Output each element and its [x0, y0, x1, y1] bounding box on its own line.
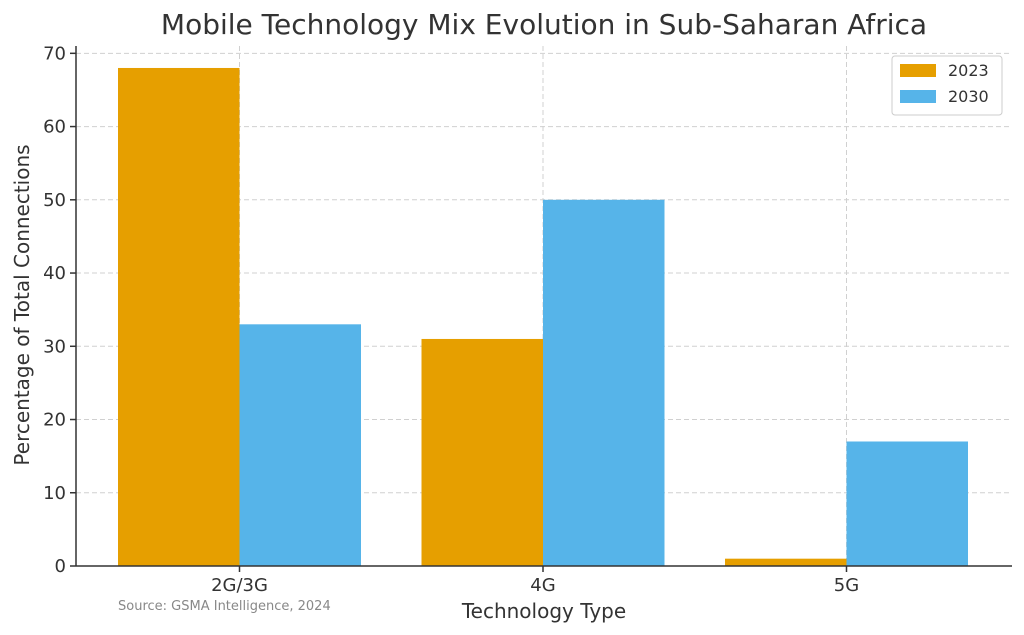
legend-swatch-2023: [900, 64, 936, 77]
bars: [118, 67, 968, 567]
bar-2030-2g-3g: [239, 324, 361, 566]
y-tick-label: 30: [43, 336, 66, 357]
bar-2023-5g: [725, 558, 847, 566]
bar-2023-2g-3g: [118, 67, 240, 566]
bar-2023-4g: [421, 338, 543, 566]
legend-label-2030: 2030: [948, 87, 989, 106]
y-tick-label: 40: [43, 263, 66, 284]
y-tick-label: 70: [43, 43, 66, 64]
y-tick-label: 10: [43, 483, 66, 504]
x-tick-label: 4G: [530, 575, 555, 596]
y-ticks: 0 10 20 30 40 50 60 70: [43, 43, 76, 577]
y-axis-label: Percentage of Total Connections: [10, 144, 34, 465]
y-tick-label: 50: [43, 190, 66, 211]
source-note: Source: GSMA Intelligence, 2024: [118, 599, 331, 614]
x-tick-label: 2G/3G: [211, 575, 268, 596]
y-tick-label: 0: [55, 556, 66, 577]
y-tick-label: 20: [43, 410, 66, 431]
x-tick-label: 5G: [834, 575, 859, 596]
axes: [75, 46, 1012, 567]
bar-2030-4g: [543, 199, 665, 567]
legend-swatch-2030: [900, 90, 936, 103]
legend: 2023 2030: [891, 55, 1003, 116]
y-tick-label: 60: [43, 117, 66, 138]
x-axis-label: Technology Type: [461, 599, 626, 623]
legend-label-2023: 2023: [948, 61, 989, 80]
x-ticks: 2G/3G 4G 5G: [211, 566, 859, 596]
chart-title: Mobile Technology Mix Evolution in Sub-S…: [161, 8, 927, 41]
bar-2030-5g: [846, 441, 968, 566]
